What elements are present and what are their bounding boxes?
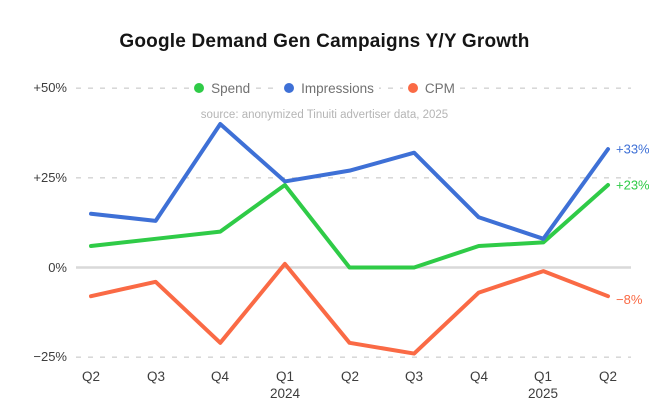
cpm-legend-dot-icon — [407, 83, 418, 93]
series-line-spend — [89, 183, 610, 270]
series-end-label-impressions: +33% — [616, 142, 649, 157]
series-end-label-spend: +23% — [616, 178, 649, 193]
source-note: source: anonymized Tinuiti advertiser da… — [200, 109, 449, 121]
legend-label-spend: Spend — [211, 80, 251, 96]
x-tick-label: Q4 — [469, 369, 489, 384]
legend-item-impressions[interactable]: Impressions — [279, 79, 379, 97]
x-tick-label: Q4 — [210, 369, 230, 384]
legend-label-impressions: Impressions — [301, 80, 374, 96]
x-tick-label: Q2 — [81, 369, 101, 384]
series-line-cpm — [89, 261, 610, 356]
x-tick-label: Q1 — [275, 369, 295, 384]
legend: Spend Impressions CPM — [0, 79, 649, 97]
x-tick-label: Q2 — [598, 369, 618, 384]
legend-label-cpm: CPM — [424, 80, 455, 96]
impressions-legend-dot-icon — [284, 83, 295, 93]
legend-item-spend[interactable]: Spend — [189, 79, 256, 97]
spend-legend-dot-icon — [194, 83, 205, 93]
year-label-2025: 2025 — [527, 386, 559, 401]
x-tick-label: Q2 — [340, 369, 360, 384]
y-tick-label: +25% — [33, 170, 67, 185]
series-line-impressions — [89, 122, 610, 241]
x-tick-label: Q1 — [533, 369, 553, 384]
x-tick-label: Q3 — [146, 369, 166, 384]
series-end-label-cpm: −8% — [616, 292, 643, 307]
legend-item-cpm[interactable]: CPM — [402, 79, 460, 97]
y-tick-label: −25% — [33, 349, 67, 364]
chart-title: Google Demand Gen Campaigns Y/Y Growth — [119, 31, 530, 52]
y-tick-label: 0% — [48, 260, 67, 275]
year-label-2024: 2024 — [269, 386, 301, 401]
x-tick-label: Q3 — [404, 369, 424, 384]
y-tick-label: +50% — [33, 80, 67, 95]
